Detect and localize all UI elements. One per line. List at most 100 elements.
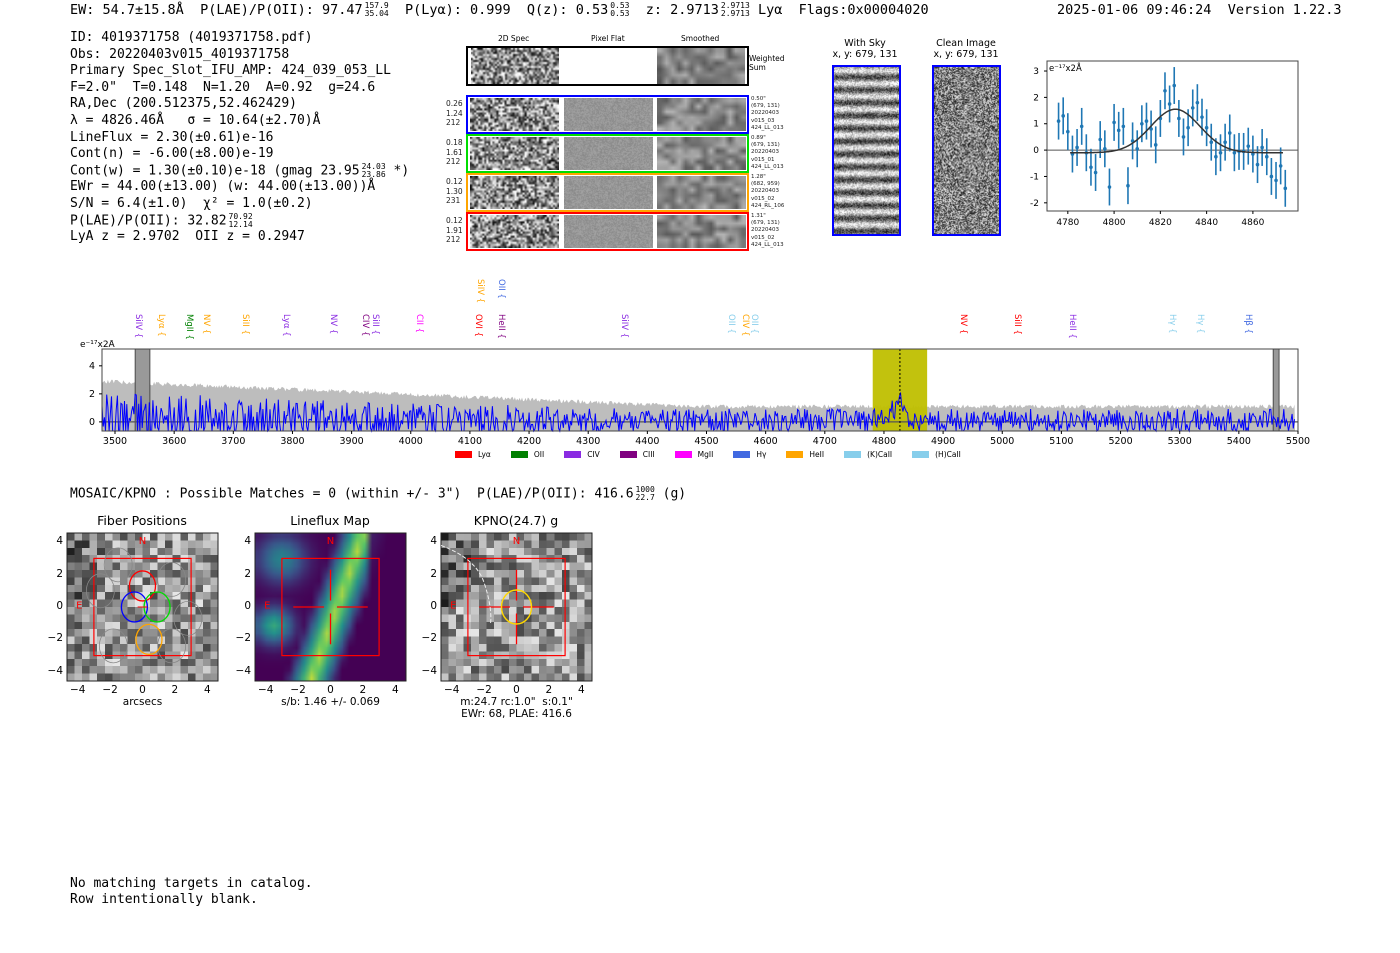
emission-line-label: SiII {	[239, 314, 250, 335]
plae-value: P(LAE)/P(OII): 97.47	[200, 2, 363, 18]
legend-item: (H)CaII	[912, 450, 961, 459]
emission-line-label: HeII {	[496, 314, 507, 339]
catalog-summary: MOSAIC/KPNO : Possible Matches = 0 (with…	[70, 486, 686, 502]
x-tick-label: 4200	[517, 436, 541, 447]
x-tick-label: 5100	[1049, 436, 1073, 447]
error-envelope	[102, 379, 1296, 431]
data-point	[1149, 127, 1153, 131]
aperture-box	[467, 557, 566, 657]
legend-item: Hγ	[733, 450, 766, 459]
datetime: 2025-01-06 09:46:24	[1057, 2, 1212, 18]
data-point	[1089, 165, 1093, 170]
info-line: F=2.0" T=0.148 N=1.20 A=0.92 g=24.6	[70, 79, 376, 95]
plae-lo: 12.14	[228, 219, 253, 229]
y-tick-label: −4	[421, 664, 437, 677]
data-point	[1209, 140, 1214, 144]
spec2d-row-frame	[466, 134, 749, 173]
x-tick-label: −2	[102, 684, 118, 696]
qz-lo: 0.53	[610, 9, 630, 18]
x-tick-label: 4400	[635, 436, 659, 447]
legend-label: HeII	[809, 450, 825, 459]
col-title-pixelflat: Pixel Flat	[591, 34, 625, 43]
legend-label: CIII	[642, 450, 655, 459]
plya-value: P(Lyα): 0.999	[404, 2, 511, 18]
y-tick-label: 2	[56, 567, 63, 580]
spec2d-row-stats: 0.26 1.24 212	[446, 99, 463, 127]
info-line: Primary Spec_Slot_IFU_AMP: 424_039_053_L…	[70, 63, 391, 79]
legend-label: OII	[533, 450, 545, 459]
panel-frame	[440, 532, 593, 682]
x-tick-label: 4700	[813, 436, 837, 447]
data-point	[1214, 154, 1218, 159]
data-point	[1093, 170, 1098, 175]
x-tick-label: 3600	[162, 436, 186, 447]
compass-east: E	[76, 601, 82, 612]
plae-hi: 157.9	[364, 1, 389, 10]
x-tick-label: 4800	[1103, 218, 1126, 228]
clean-image-cutout	[932, 65, 1001, 236]
x-tick-label: 4820	[1149, 218, 1172, 228]
data-point	[1232, 150, 1237, 155]
emission-line-label: OII {	[496, 279, 507, 299]
y-tick-label: 2	[244, 567, 251, 580]
info-line: λ = 4826.46Å σ = 10.64(±2.70)Å	[70, 112, 321, 128]
panel-title: KPNO(24.7) g	[473, 513, 559, 528]
spec2d-row-stats: 0.12 1.30 231	[446, 177, 463, 205]
emission-line-label: Hβ {	[1243, 314, 1254, 334]
legend-item: MgII	[674, 450, 714, 459]
x-tick-label: 0	[327, 684, 334, 696]
x-tick-label: −4	[443, 684, 460, 696]
legend-label: MgII	[697, 450, 714, 459]
x-tick-label: 5200	[1108, 436, 1132, 447]
emission-line-label: MgII {	[183, 314, 194, 340]
y-tick-label: 0	[430, 600, 437, 612]
x-tick-label: 4000	[399, 436, 423, 447]
info-ewr: EWr = 44.00(±13.00) (w: 44.00(±13.00))Å	[70, 179, 376, 195]
smoothed-image	[657, 215, 746, 248]
info-sn: S/N = 6.4(±1.0) χ² = 1.0(±0.2)	[70, 195, 313, 211]
emission-line-label: SiIV {	[132, 314, 143, 339]
y-tick-label: 4	[430, 535, 437, 548]
smoothed-image	[657, 176, 746, 209]
y-tick-label: 4	[89, 361, 95, 372]
z-lo: 2.9713	[720, 9, 750, 18]
emission-line-label: SiIV {	[619, 314, 630, 339]
emission-line-label: Lyα {	[155, 314, 166, 337]
pixel-flat-image	[564, 137, 653, 170]
x-tick-label: 4300	[576, 436, 600, 447]
x-tick-label: 4100	[458, 436, 482, 447]
smoothed-image	[657, 98, 746, 131]
data-point	[1246, 144, 1251, 148]
data-point	[1283, 186, 1288, 191]
detection-info: ID: 4019371758 (4019371758.pdf) Obs: 2022…	[70, 30, 409, 246]
pixel-flat-image	[564, 215, 653, 248]
spec2d-row-frame	[466, 95, 749, 134]
aperture-box	[281, 557, 380, 657]
data-point	[1195, 100, 1200, 105]
panel-image	[441, 533, 592, 681]
spec2d-row-frame	[466, 212, 749, 251]
emission-line-label: CIV {	[360, 314, 371, 337]
data-point	[1103, 146, 1107, 151]
data-point	[1223, 140, 1227, 144]
data-point	[1098, 137, 1103, 142]
z-line: Lyα	[757, 2, 783, 18]
data-point	[1260, 145, 1264, 150]
smoothed-image	[657, 137, 746, 170]
y-tick-label: 0	[56, 600, 63, 612]
legend-item: HeII	[786, 450, 824, 459]
header-summary: EW: 54.7±15.8Å P(LAE)/P(OII): 97.47 157.9…	[70, 1, 929, 19]
legend-item: CIV	[564, 450, 600, 459]
y-tick-label: 0	[1033, 146, 1039, 156]
contw-hi: 24.03	[361, 161, 386, 171]
info-z: LyA z = 2.9702 OII z = 0.2947	[70, 229, 305, 245]
x-tick-label: 2	[545, 684, 553, 696]
full-spectrum-plot: 3500 3600 3700 3800 3900 4000 4100 4200 4300 4400…	[80, 340, 1310, 447]
data-point	[1227, 131, 1232, 135]
x-tick-label: 3900	[340, 436, 364, 447]
data-point	[1056, 119, 1061, 123]
qz-value: Q(z): 0.53	[526, 2, 609, 18]
emission-line-label: SiII {	[1011, 314, 1022, 335]
spec2d-row-stats: 0.18 1.61 212	[446, 138, 463, 166]
legend-item: CIII	[619, 450, 655, 459]
